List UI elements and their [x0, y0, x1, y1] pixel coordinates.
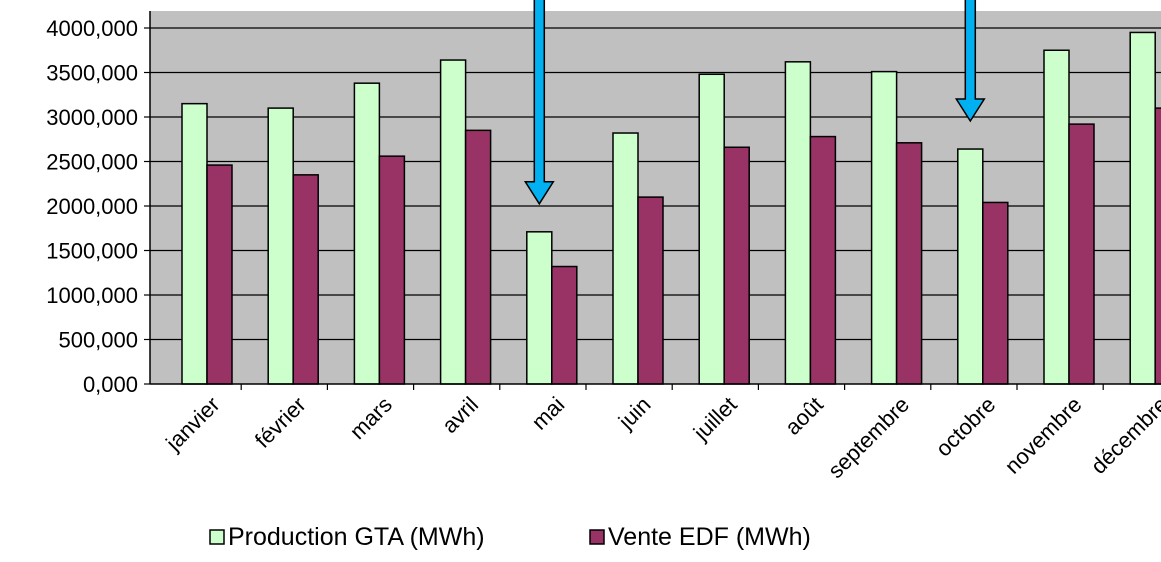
bar-production-gta: [181, 102, 208, 385]
bars: [181, 31, 1161, 385]
bar-vente-edf: [292, 174, 319, 385]
bar-vente-edf: [464, 129, 492, 385]
x-tick-label: juillet: [688, 392, 742, 446]
bar-production-gta: [870, 70, 898, 385]
x-tick-label: novembre: [1000, 392, 1087, 479]
x-tick-label: février: [250, 392, 311, 453]
bar-production-gta: [612, 132, 639, 385]
legend-label: Production GTA (MWh): [228, 523, 485, 551]
x-tick-label: juin: [613, 392, 656, 435]
x-tick-label: avril: [437, 392, 483, 438]
x-tick-label: janvier: [160, 392, 224, 456]
bar-vente-edf: [1068, 123, 1095, 385]
legend-label: Vente EDF (MWh): [608, 523, 811, 551]
down-arrow-annotation: [954, 0, 986, 123]
legend-swatch: [209, 529, 225, 545]
y-tick-label: 3000,000: [46, 105, 138, 130]
bar-production-gta: [784, 61, 812, 385]
bar-vente-edf: [1154, 107, 1161, 385]
bar-production-gta: [353, 82, 381, 385]
y-tick-label: 2500,000: [46, 150, 138, 175]
bar-vente-edf: [551, 265, 578, 385]
bar-production-gta: [439, 59, 467, 385]
y-tick-label: 3500,000: [46, 61, 138, 86]
bar-production-gta: [957, 148, 984, 385]
x-tick-label: septembre: [823, 392, 914, 483]
y-tick-label: 4000,000: [46, 16, 138, 41]
x-tick-label: mars: [345, 392, 397, 444]
y-tick-label: 500,000: [58, 328, 138, 353]
bar-vente-edf: [982, 201, 1009, 385]
x-axis: janvier février mars avril mai juin juillet aoû…: [150, 383, 1161, 483]
y-tick-label: 2000,000: [46, 194, 138, 219]
bar-vente-edf: [378, 155, 406, 385]
bar-production-gta: [1043, 49, 1070, 385]
bar-production-gta: [267, 107, 294, 385]
bar-vente-edf: [809, 135, 837, 385]
bar-vente-edf: [723, 146, 750, 385]
bar-production-gta: [698, 73, 725, 385]
bar-vente-edf: [206, 164, 233, 385]
annotation-arrows: [523, 0, 986, 206]
bar-vente-edf: [895, 142, 923, 385]
y-axis: 0,000 500,000 1000,000 1500,000 2000,000 2500…: [46, 11, 151, 397]
y-tick-label: 1000,000: [46, 283, 138, 308]
x-tick-label: mai: [527, 392, 570, 435]
bar-vente-edf: [637, 196, 664, 385]
y-tick-label: 0,000: [83, 372, 138, 397]
bar-production-gta: [1129, 31, 1156, 385]
bar-production-gta: [526, 231, 553, 385]
legend: Production GTA (MWh) Vente EDF (MWh): [209, 523, 811, 551]
x-tick-label: décembre: [1086, 392, 1161, 479]
down-arrow-annotation: [523, 0, 555, 206]
x-tick-label: août: [780, 392, 828, 440]
x-tick-label: octobre: [931, 392, 1001, 462]
y-tick-label: 1500,000: [46, 239, 138, 264]
legend-swatch: [589, 529, 605, 545]
